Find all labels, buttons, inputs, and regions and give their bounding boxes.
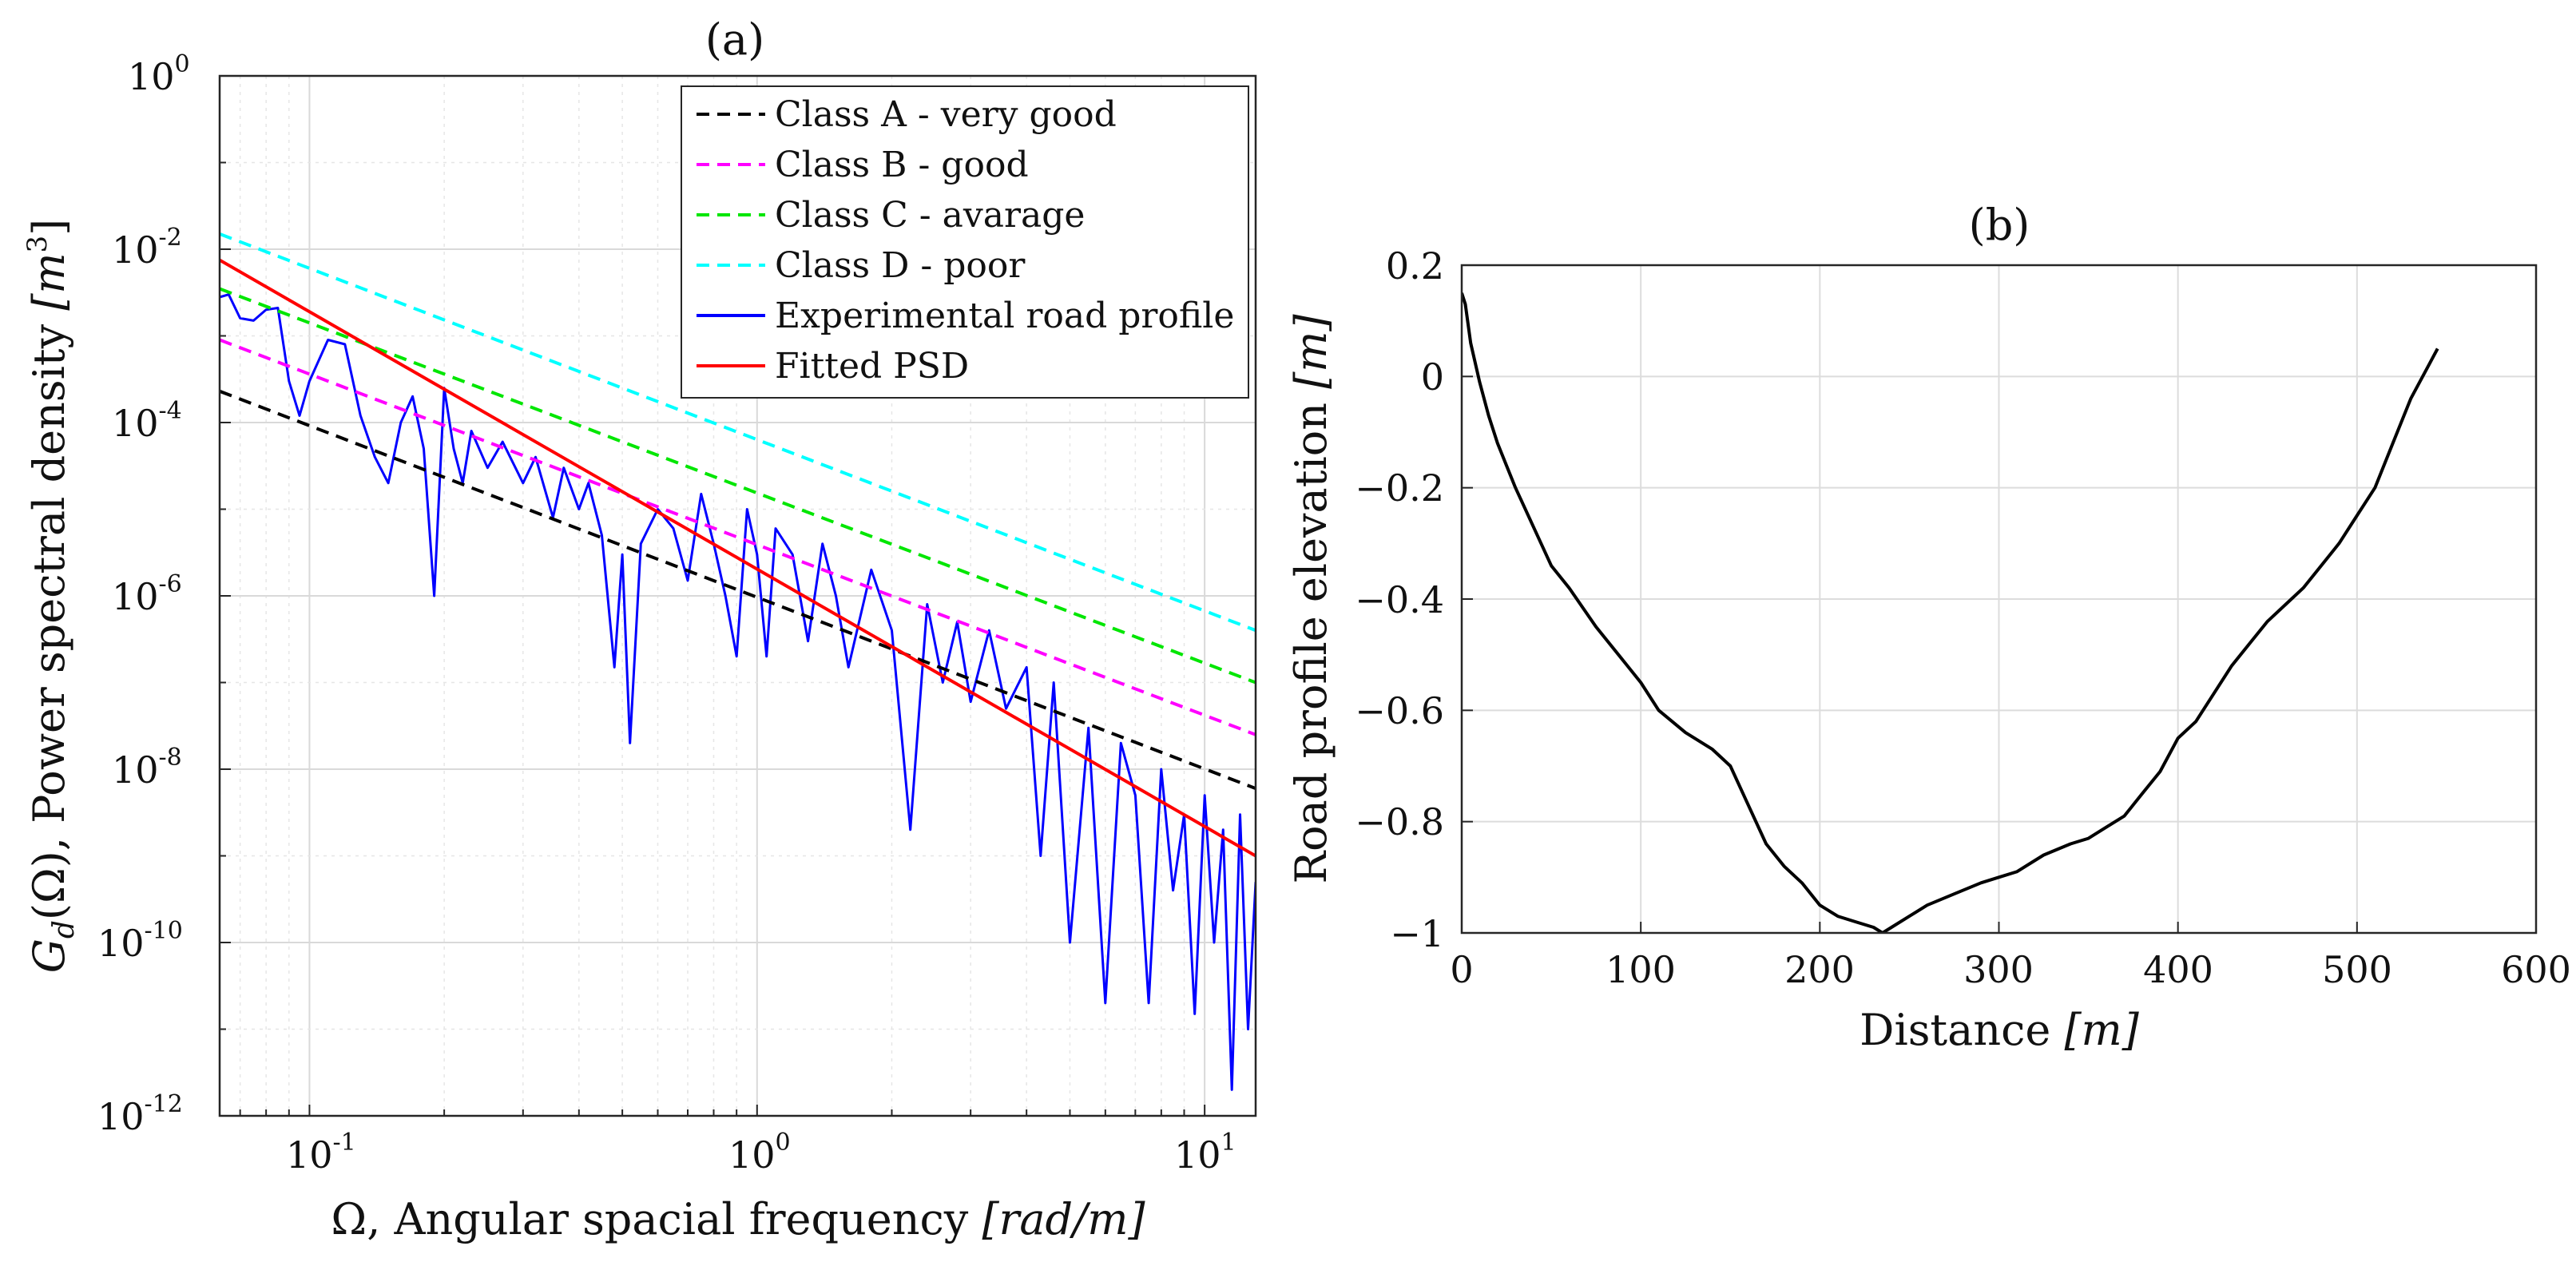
chart-b-ytick-label: −1 [1390, 912, 1444, 955]
chart-b-xtick-label: 300 [1963, 948, 2034, 991]
chart-b-y-tick-labels: 0.2 0 −0.2 −0.4 −0.6 −0.8 −1 [1355, 244, 1444, 955]
chart-a-ytick-label: 10-12 [97, 1090, 183, 1138]
series-experimental [220, 293, 1256, 1091]
chart-b-xtick-label: 200 [1784, 948, 1855, 991]
chart-a-xtick-label: 10-1 [286, 1129, 356, 1177]
chart-a-series-layer [220, 232, 1256, 1091]
series-class-a [220, 389, 1256, 790]
series-fitted [220, 258, 1256, 858]
legend-label-experimental: Experimental road profile [775, 296, 1234, 336]
chart-a-xtick-label: 101 [1174, 1129, 1236, 1177]
legend-box [681, 85, 1249, 399]
chart-b-xtick-label: 500 [2322, 948, 2392, 991]
chart-b-series-layer [1462, 292, 2439, 933]
chart-b-ytick-label: 0 [1421, 355, 1444, 399]
series-class-b [220, 338, 1256, 736]
chart-a-title: (a) [705, 14, 764, 65]
legend-label-class-c: Class C - avarage [775, 195, 1085, 236]
chart-a-x-axis-label: Ω, Angular spacial frequency [rad/m] [331, 1194, 1145, 1244]
chart-a-ytick-label: 10-10 [97, 917, 183, 965]
chart-b-ytick-label: −0.6 [1355, 689, 1444, 732]
chart-b-xtick-label: 400 [2143, 948, 2213, 991]
chart-a-ticks [220, 75, 1206, 1117]
chart-b-ticks [1461, 264, 2537, 934]
chart-a: (a) 100 10-2 10-4 10-6 10-8 10-10 10-12 … [22, 14, 1257, 1244]
chart-b-y-axis-label: Road profile elevation [m] [1286, 314, 1336, 884]
chart-b-title: (b) [1969, 200, 2030, 250]
series-class-c [220, 287, 1256, 685]
chart-a-y-tick-labels: 100 10-2 10-4 10-6 10-8 10-10 10-12 [97, 50, 190, 1138]
chart-b: (b) 0.2 0 −0.2 −0.4 −0.6 −0.8 −1 0 100 2… [1286, 200, 2571, 1055]
legend-label-class-d: Class D - poor [775, 245, 1026, 286]
chart-b-xtick-label: 0 [1450, 948, 1473, 991]
chart-b-xtick-label: 600 [2501, 948, 2571, 991]
chart-b-ytick-label: −0.4 [1355, 578, 1444, 621]
chart-a-ytick-label: 10-8 [112, 744, 182, 792]
chart-a-ytick-label: 100 [128, 50, 190, 98]
series-road-profile [1462, 292, 2439, 933]
legend-label-fitted: Fitted PSD [775, 346, 969, 387]
chart-b-x-axis-label: Distance [m] [1860, 1005, 2140, 1055]
chart-a-xtick-label: 100 [728, 1129, 791, 1177]
chart-a-legend: Class A - very good Class B - good Class… [681, 85, 1249, 399]
chart-a-x-tick-labels: 10-1 100 101 [286, 1129, 1236, 1177]
chart-a-y-axis-label: Gd(Ω), Power spectral density [m3] [22, 219, 81, 974]
legend-label-class-b: Class B - good [775, 145, 1029, 185]
chart-a-ytick-label: 10-2 [112, 224, 182, 272]
chart-b-ytick-label: −0.2 [1355, 466, 1444, 510]
chart-a-ytick-label: 10-4 [112, 397, 182, 445]
chart-b-ytick-label: 0.2 [1386, 244, 1444, 288]
legend-label-class-a: Class A - very good [775, 94, 1117, 135]
chart-b-xtick-label: 100 [1606, 948, 1676, 991]
series-class-d [220, 232, 1256, 633]
chart-b-x-tick-labels: 0 100 200 300 400 500 600 [1450, 948, 2571, 991]
chart-b-ytick-label: −0.8 [1355, 800, 1444, 843]
chart-a-ytick-label: 10-6 [112, 570, 182, 618]
